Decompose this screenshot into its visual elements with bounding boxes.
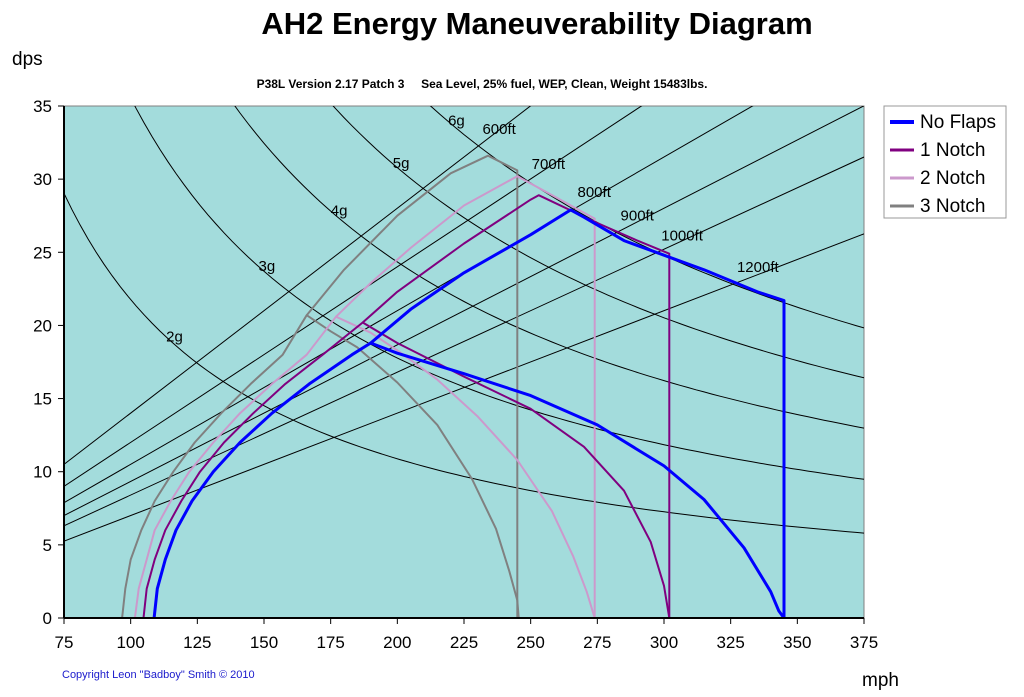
legend-label-1-notch: 1 Notch	[920, 140, 985, 161]
y-tick-label: 20	[33, 316, 52, 335]
x-tick-label: 100	[116, 633, 144, 652]
x-tick-label: 350	[783, 633, 811, 652]
radius-line-700	[64, 106, 643, 487]
x-tick-label: 175	[316, 633, 344, 652]
radius-line-1000	[64, 156, 864, 527]
g-line-label: 5g	[393, 155, 410, 172]
legend-box	[883, 105, 1007, 219]
x-tick-label: 275	[583, 633, 611, 652]
radius-line-label: 1200ft	[737, 259, 780, 276]
reference-labels: 2g 3g 4g 5g 6g 600ft 700ft 800ft 900ft 1000ft 1200…	[166, 112, 779, 345]
g-line-5	[332, 106, 864, 379]
series-3-notch-sustained	[121, 314, 520, 618]
legend-label-2-notch: 2 Notch	[920, 168, 985, 189]
y-tick-label: 10	[33, 463, 52, 482]
y-tick-label: 5	[43, 536, 52, 555]
y-tick-label: 25	[33, 243, 52, 262]
x-tick-label: 75	[55, 633, 74, 652]
series-no-flaps-envelope	[369, 208, 786, 618]
legend-label-no-flaps: No Flaps	[920, 112, 996, 133]
plot-area	[63, 105, 865, 619]
g-line-4	[234, 106, 864, 429]
x-tick-label: 300	[650, 633, 678, 652]
chart-title: AH2 Energy Maneuverability Diagram	[261, 6, 812, 41]
series-1-notch-sustained	[142, 321, 671, 618]
g-line-2	[64, 193, 864, 534]
axes: 75 100 125 150 175 200 225 250 275 300 325 350 375 0 5…	[33, 97, 878, 652]
radius-line-label: 800ft	[578, 184, 612, 201]
y-tick-label: 30	[33, 170, 52, 189]
chart-subtitle: P38L Version 2.17 Patch 3 Sea Level, 25%…	[257, 77, 708, 91]
radius-line-900	[64, 106, 864, 517]
x-tick-label: 325	[716, 633, 744, 652]
x-axis-label: mph	[862, 670, 899, 691]
copyright-note: Copyright Leon "Badboy" Smith © 2010	[62, 669, 255, 681]
reference-lines	[64, 106, 864, 542]
x-tick-label: 375	[850, 633, 878, 652]
radius-line-label: 700ft	[532, 156, 566, 173]
g-line-label: 4g	[331, 202, 348, 219]
x-tick-label: 250	[516, 633, 544, 652]
g-line-label: 6g	[448, 112, 465, 129]
y-axis-label: dps	[12, 49, 43, 70]
radius-line-1200	[64, 233, 864, 542]
g-line-6	[429, 106, 864, 329]
g-line-label: 3g	[259, 258, 276, 275]
radius-line-label: 900ft	[621, 208, 655, 225]
radius-line-label: 1000ft	[661, 227, 704, 244]
series-2-notch-envelope	[335, 175, 596, 618]
x-tick-label: 225	[450, 633, 478, 652]
radius-line-label: 600ft	[482, 121, 516, 138]
series-2-notch-sustained	[133, 315, 596, 618]
series-1-notch-envelope	[362, 194, 671, 618]
radius-line-600	[64, 106, 532, 465]
x-tick-label: 150	[250, 633, 278, 652]
series-lines	[121, 154, 786, 618]
g-line-label: 2g	[166, 329, 183, 346]
y-tick-label: 0	[43, 609, 52, 628]
y-tick-label: 15	[33, 390, 52, 409]
x-tick-label: 200	[383, 633, 411, 652]
legend-label-3-notch: 3 Notch	[920, 196, 985, 217]
g-line-3	[134, 106, 864, 480]
y-tick-label: 35	[33, 97, 52, 116]
legend: No Flaps 1 Notch 2 Notch 3 Notch	[883, 105, 1007, 219]
x-tick-label: 125	[183, 633, 211, 652]
series-3-notch-envelope	[305, 154, 519, 618]
